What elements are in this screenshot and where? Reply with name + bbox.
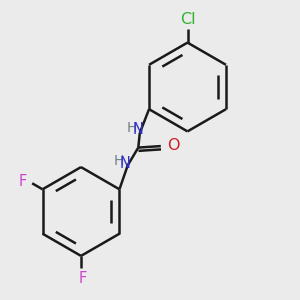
Text: Cl: Cl bbox=[180, 12, 195, 27]
Text: F: F bbox=[19, 174, 27, 189]
Text: N: N bbox=[120, 156, 131, 171]
Text: H: H bbox=[114, 154, 124, 168]
Text: O: O bbox=[167, 138, 180, 153]
Text: N: N bbox=[133, 122, 144, 137]
Text: F: F bbox=[78, 271, 87, 286]
Text: H: H bbox=[127, 121, 137, 135]
